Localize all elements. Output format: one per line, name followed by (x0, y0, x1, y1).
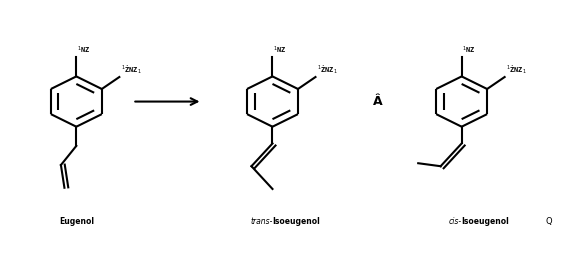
Text: Isoeugenol: Isoeugenol (462, 217, 509, 226)
Text: Q: Q (546, 217, 552, 226)
Text: Â: Â (373, 95, 383, 108)
Text: $^1$ŻNZ$_1$: $^1$ŻNZ$_1$ (506, 64, 527, 76)
Text: $^1$NZ: $^1$NZ (462, 45, 476, 56)
Text: $^1$ŻNZ$_1$: $^1$ŻNZ$_1$ (317, 64, 337, 76)
Text: trans-: trans- (250, 217, 272, 226)
Text: $^1$NZ: $^1$NZ (77, 45, 91, 56)
Text: Eugenol: Eugenol (59, 217, 94, 226)
Text: $^1$NZ: $^1$NZ (273, 45, 287, 56)
Text: cis-: cis- (448, 217, 462, 226)
Text: Isoeugenol: Isoeugenol (272, 217, 320, 226)
Text: $^1$ŻNZ$_1$: $^1$ŻNZ$_1$ (121, 64, 142, 76)
